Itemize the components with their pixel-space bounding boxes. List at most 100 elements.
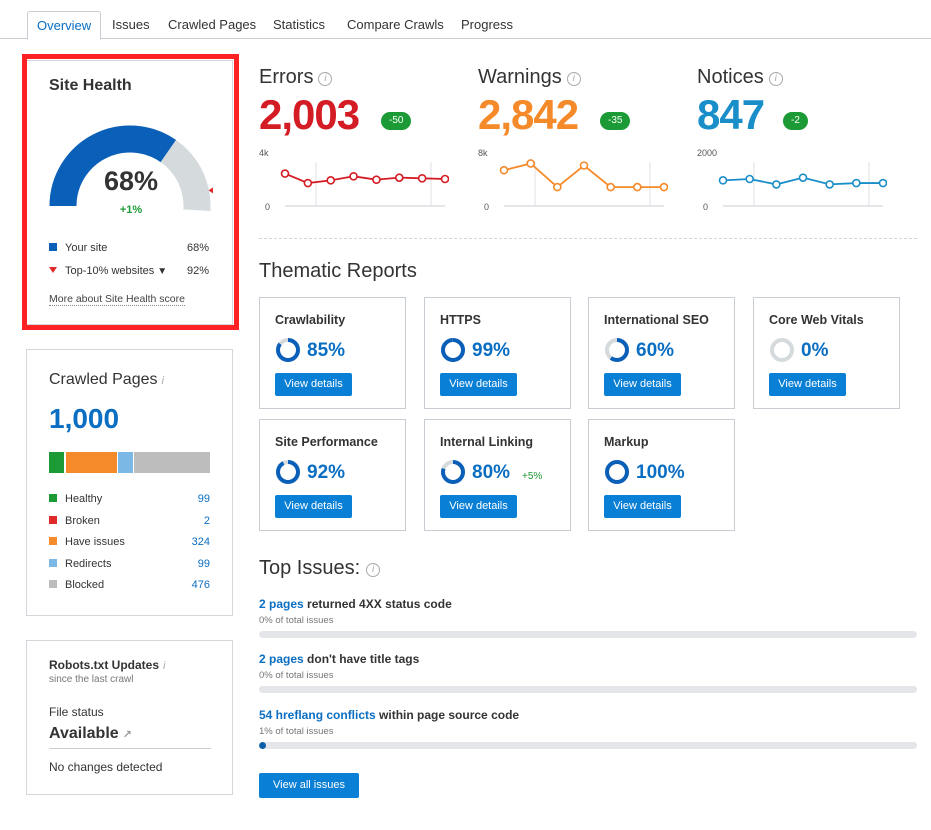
view-details-button[interactable]: View details [440, 495, 517, 518]
legend-top10-value: 92% [186, 265, 209, 277]
view-details-button[interactable]: View details [440, 373, 517, 396]
legend-swatch [49, 537, 57, 546]
site-health-link[interactable]: More about Site Health score [49, 293, 185, 306]
legend-value[interactable]: 324 [191, 536, 210, 549]
info-icon[interactable]: i [366, 563, 381, 577]
crawled-pages-count[interactable]: 1,000 [49, 403, 120, 434]
ring-fill [605, 338, 629, 362]
legend-row-broken: Broken 2 [49, 515, 210, 527]
view-details-button[interactable]: View details [604, 373, 681, 396]
tab-crawled-pages[interactable]: Crawled Pages [168, 17, 257, 32]
thematic-card-delta: +5% [522, 471, 543, 482]
metric-delta-badge: -50 [381, 112, 412, 130]
bar-segment-have-issues[interactable] [65, 452, 118, 473]
spark-point [659, 182, 668, 192]
view-details-button[interactable]: View details [275, 373, 352, 396]
legend-your-site-value: 68% [186, 242, 209, 254]
spark-point [633, 182, 642, 192]
file-status-value[interactable]: Available ↗ [49, 725, 132, 743]
metric-value[interactable]: 2,003 [259, 91, 360, 138]
spark-point [852, 178, 861, 188]
issue-link[interactable]: 2 pages [259, 597, 304, 611]
gauge-fill [49, 125, 176, 207]
ring-fill [276, 338, 300, 362]
spark-ymin-label: 0 [484, 202, 489, 212]
thematic-card-title[interactable]: Internal Linking [440, 435, 534, 449]
site-health-card: Site Health 68% +1% Your site 68% Top-10… [26, 60, 233, 325]
legend-top10-label: Top-10% websites [65, 265, 155, 277]
spark-point [394, 173, 404, 182]
issue-link[interactable]: 54 hreflang conflicts [259, 708, 376, 722]
progress-ring-icon [441, 338, 465, 362]
thematic-card-title[interactable]: Core Web Vitals [769, 313, 864, 327]
info-icon[interactable]: i [768, 72, 783, 86]
tab-compare-crawls[interactable]: Compare Crawls [347, 17, 444, 32]
tab-overview[interactable]: Overview [27, 11, 102, 40]
thematic-card-title[interactable]: Markup [604, 435, 649, 449]
issue-share-label: of total issues [275, 670, 334, 681]
ring-fill [605, 460, 629, 484]
legend-label: Blocked [65, 579, 105, 592]
thematic-card-percent: 92% [307, 462, 346, 483]
site-health-title: Site Health [49, 77, 132, 94]
info-icon[interactable]: i [566, 72, 581, 86]
thematic-card-title[interactable]: HTTPS [440, 313, 481, 327]
bar-segment-broken[interactable] [64, 452, 66, 473]
thematic-card-percent: 80% [472, 462, 511, 483]
issue-share-pct: 1% [259, 726, 273, 737]
bar-segment-healthy[interactable] [49, 452, 65, 473]
info-icon[interactable]: i [318, 72, 333, 86]
info-icon[interactable]: i [163, 660, 166, 672]
spark-ymax-label: 2000 [697, 148, 717, 158]
legend-value[interactable]: 476 [191, 579, 210, 592]
legend-row-healthy: Healthy 99 [49, 493, 210, 505]
chevron-down-icon[interactable]: ▼ [157, 266, 168, 277]
view-details-button[interactable]: View details [604, 495, 681, 518]
thematic-card-title[interactable]: Crawlability [275, 313, 346, 327]
info-icon[interactable]: i [161, 375, 164, 387]
bar-segment-redirects[interactable] [117, 452, 134, 473]
thematic-card-international-seo: International SEO 60% View details [588, 297, 735, 409]
issue-share-pct: 0% [259, 670, 273, 681]
legend-value[interactable]: 99 [197, 493, 210, 505]
metric-label-text: Warnings [478, 66, 562, 88]
legend-value[interactable]: 99 [197, 557, 210, 570]
metric-label: Warnings i [478, 66, 581, 89]
ring-fill [276, 460, 300, 484]
tab-progress[interactable]: Progress [461, 17, 514, 32]
legend-top10[interactable]: Top-10% websites ▼ 92% [49, 265, 209, 277]
issue-link[interactable]: 2 pages [259, 652, 304, 666]
issue-text: returned 4XX status code [307, 597, 452, 611]
metric-value[interactable]: 2,842 [478, 91, 579, 138]
view-all-issues-button[interactable]: View all issues [259, 773, 359, 798]
bar-segment-blocked[interactable] [133, 452, 210, 473]
legend-value[interactable]: 2 [203, 514, 210, 527]
progress-ring-icon [276, 460, 300, 484]
external-link-icon[interactable]: ↗ [122, 729, 132, 741]
thematic-card-title[interactable]: International SEO [604, 313, 709, 327]
spark-point [579, 161, 589, 170]
tab-issues[interactable]: Issues [112, 17, 150, 32]
metric-delta-badge: -35 [600, 112, 631, 130]
spark-point [372, 175, 381, 184]
metric-value[interactable]: 847 [697, 91, 765, 138]
metric-label: Errors i [259, 66, 333, 89]
divider [49, 748, 211, 749]
thematic-card-internal-linking: Internal Linking 80% +5% View details [424, 419, 571, 531]
legend-label: Have issues [65, 536, 125, 549]
issue-share: 0% of total issues [259, 670, 333, 681]
view-details-button[interactable]: View details [275, 495, 352, 518]
issue-text: within page source code [379, 708, 520, 722]
tab-statistics[interactable]: Statistics [273, 17, 326, 32]
thematic-card-title[interactable]: Site Performance [275, 435, 378, 449]
legend-swatch [49, 515, 57, 524]
file-status-text: Available [49, 725, 119, 742]
crawled-pages-bar [49, 452, 210, 473]
thematic-card-markup: Markup 100% View details [588, 419, 735, 531]
view-details-button[interactable]: View details [769, 373, 846, 396]
thematic-card-percent: 60% [636, 340, 675, 361]
issue-share: 1% of total issues [259, 726, 333, 737]
thematic-card-percent: 99% [472, 340, 511, 361]
top-issues-title-text: Top Issues: [259, 557, 361, 579]
spark-point [772, 180, 781, 189]
